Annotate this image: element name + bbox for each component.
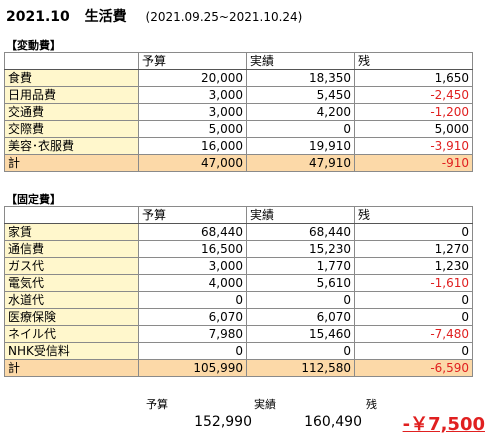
budget-cell[interactable]: 3,000 bbox=[138, 257, 247, 275]
table-row: 交際費 5,000 0 5,000 bbox=[4, 120, 473, 138]
category-cell[interactable]: NHK受信料 bbox=[4, 342, 139, 360]
total-actual-cell[interactable]: 112,580 bbox=[246, 359, 355, 377]
table-row: 美容･衣服費 16,000 19,910 -3,910 bbox=[4, 137, 473, 155]
summary-budget-value: 152,990 bbox=[194, 414, 252, 430]
remaining-cell[interactable]: -1,200 bbox=[354, 103, 473, 121]
remaining-cell[interactable]: -1,610 bbox=[354, 274, 473, 292]
total-budget-cell[interactable]: 47,000 bbox=[138, 154, 247, 172]
total-actual-cell[interactable]: 47,910 bbox=[246, 154, 355, 172]
variable-cost-table: 予算 実績残食費 20,000 18,350 1,650 日用品費 3,000 5,450 -2… bbox=[4, 52, 473, 172]
remaining-cell[interactable]: 1,650 bbox=[354, 69, 473, 87]
sheet-title: 2021.10 生活費 (2021.09.25~2021.10.24) bbox=[6, 6, 302, 26]
column-header[interactable]: 予算 bbox=[138, 206, 247, 224]
budget-cell[interactable]: 20,000 bbox=[138, 69, 247, 87]
table-row: ガス代 3,000 1,770 1,230 bbox=[4, 257, 473, 275]
actual-cell[interactable]: 0 bbox=[246, 342, 355, 360]
table-row: 医療保険 6,070 6,070 0 bbox=[4, 308, 473, 326]
budget-cell[interactable]: 3,000 bbox=[138, 103, 247, 121]
remaining-cell[interactable]: -2,450 bbox=[354, 86, 473, 104]
title-label: 生活費 bbox=[84, 9, 127, 25]
category-cell[interactable]: 美容･衣服費 bbox=[4, 137, 139, 155]
table-row: ネイル代 7,980 15,460 -7,480 bbox=[4, 325, 473, 343]
category-cell[interactable]: 日用品費 bbox=[4, 86, 139, 104]
table-row: 水道代 0 0 0 bbox=[4, 291, 473, 309]
summary-rest-label: 残 bbox=[366, 398, 377, 411]
summary-rest-value: -￥7,500 bbox=[402, 414, 485, 435]
total-remaining-cell[interactable]: -910 bbox=[354, 154, 473, 172]
remaining-cell[interactable]: 1,270 bbox=[354, 240, 473, 258]
total-label-cell[interactable]: 計 bbox=[4, 359, 139, 377]
variable-section-label: 【変動費】 bbox=[6, 39, 61, 52]
remaining-cell[interactable]: 0 bbox=[354, 223, 473, 241]
actual-cell[interactable]: 5,610 bbox=[246, 274, 355, 292]
remaining-cell[interactable]: 0 bbox=[354, 308, 473, 326]
table-row: 電気代 4,000 5,610 -1,610 bbox=[4, 274, 473, 292]
total-label-cell[interactable]: 計 bbox=[4, 154, 139, 172]
remaining-cell[interactable]: 5,000 bbox=[354, 120, 473, 138]
title-month: 2021.10 bbox=[6, 9, 70, 25]
category-cell[interactable]: ネイル代 bbox=[4, 325, 139, 343]
fixed-section-label: 【固定費】 bbox=[6, 193, 61, 206]
remaining-cell[interactable]: -7,480 bbox=[354, 325, 473, 343]
header-corner-cell[interactable] bbox=[4, 206, 139, 224]
total-remaining-cell[interactable]: -6,590 bbox=[354, 359, 473, 377]
budget-cell[interactable]: 4,000 bbox=[138, 274, 247, 292]
table-row: NHK受信料 0 0 0 bbox=[4, 342, 473, 360]
budget-cell[interactable]: 7,980 bbox=[138, 325, 247, 343]
total-budget-cell[interactable]: 105,990 bbox=[138, 359, 247, 377]
budget-cell[interactable]: 68,440 bbox=[138, 223, 247, 241]
remaining-cell[interactable]: 0 bbox=[354, 291, 473, 309]
table-row: 通信費 16,500 15,230 1,270 bbox=[4, 240, 473, 258]
category-cell[interactable]: 交通費 bbox=[4, 103, 139, 121]
table-row: 日用品費 3,000 5,450 -2,450 bbox=[4, 86, 473, 104]
summary-budget-label: 予算 bbox=[146, 398, 168, 411]
actual-cell[interactable]: 1,770 bbox=[246, 257, 355, 275]
budget-cell[interactable]: 16,000 bbox=[138, 137, 247, 155]
summary-actual-label: 実績 bbox=[254, 398, 276, 411]
table-row: 食費 20,000 18,350 1,650 bbox=[4, 69, 473, 87]
table-row: 交通費 3,000 4,200 -1,200 bbox=[4, 103, 473, 121]
category-cell[interactable]: 通信費 bbox=[4, 240, 139, 258]
fixed-cost-table: 予算 実績残家賃 68,440 68,440 0 通信費 16,500 15,230 1,270… bbox=[4, 206, 473, 377]
actual-cell[interactable]: 19,910 bbox=[246, 137, 355, 155]
total-row: 計 47,000 47,910 -910 bbox=[4, 154, 473, 172]
actual-cell[interactable]: 6,070 bbox=[246, 308, 355, 326]
category-cell[interactable]: 水道代 bbox=[4, 291, 139, 309]
budget-cell[interactable]: 0 bbox=[138, 342, 247, 360]
actual-cell[interactable]: 0 bbox=[246, 120, 355, 138]
header-corner-cell[interactable] bbox=[4, 52, 139, 70]
budget-cell[interactable]: 3,000 bbox=[138, 86, 247, 104]
budget-cell[interactable]: 6,070 bbox=[138, 308, 247, 326]
remaining-cell[interactable]: 0 bbox=[354, 342, 473, 360]
category-cell[interactable]: 電気代 bbox=[4, 274, 139, 292]
total-row: 計 105,990 112,580 -6,590 bbox=[4, 359, 473, 377]
actual-cell[interactable]: 15,460 bbox=[246, 325, 355, 343]
actual-cell[interactable]: 5,450 bbox=[246, 86, 355, 104]
budget-cell[interactable]: 0 bbox=[138, 291, 247, 309]
category-cell[interactable]: ガス代 bbox=[4, 257, 139, 275]
remaining-cell[interactable]: 1,230 bbox=[354, 257, 473, 275]
summary-block: 予算 実績 残 152,990 160,490 -￥7,500 bbox=[0, 396, 493, 440]
category-cell[interactable]: 医療保険 bbox=[4, 308, 139, 326]
category-cell[interactable]: 交際費 bbox=[4, 120, 139, 138]
category-cell[interactable]: 食費 bbox=[4, 69, 139, 87]
actual-cell[interactable]: 15,230 bbox=[246, 240, 355, 258]
budget-cell[interactable]: 16,500 bbox=[138, 240, 247, 258]
actual-cell[interactable]: 68,440 bbox=[246, 223, 355, 241]
column-header[interactable]: 残 bbox=[354, 206, 473, 224]
summary-actual-value: 160,490 bbox=[304, 414, 362, 430]
table-row: 家賃 68,440 68,440 0 bbox=[4, 223, 473, 241]
title-period: (2021.09.25~2021.10.24) bbox=[145, 10, 303, 24]
column-header[interactable]: 予算 bbox=[138, 52, 247, 70]
column-header[interactable]: 実績 bbox=[246, 206, 355, 224]
column-header[interactable]: 実績 bbox=[246, 52, 355, 70]
actual-cell[interactable]: 0 bbox=[246, 291, 355, 309]
actual-cell[interactable]: 4,200 bbox=[246, 103, 355, 121]
column-header[interactable]: 残 bbox=[354, 52, 473, 70]
budget-cell[interactable]: 5,000 bbox=[138, 120, 247, 138]
category-cell[interactable]: 家賃 bbox=[4, 223, 139, 241]
remaining-cell[interactable]: -3,910 bbox=[354, 137, 473, 155]
actual-cell[interactable]: 18,350 bbox=[246, 69, 355, 87]
